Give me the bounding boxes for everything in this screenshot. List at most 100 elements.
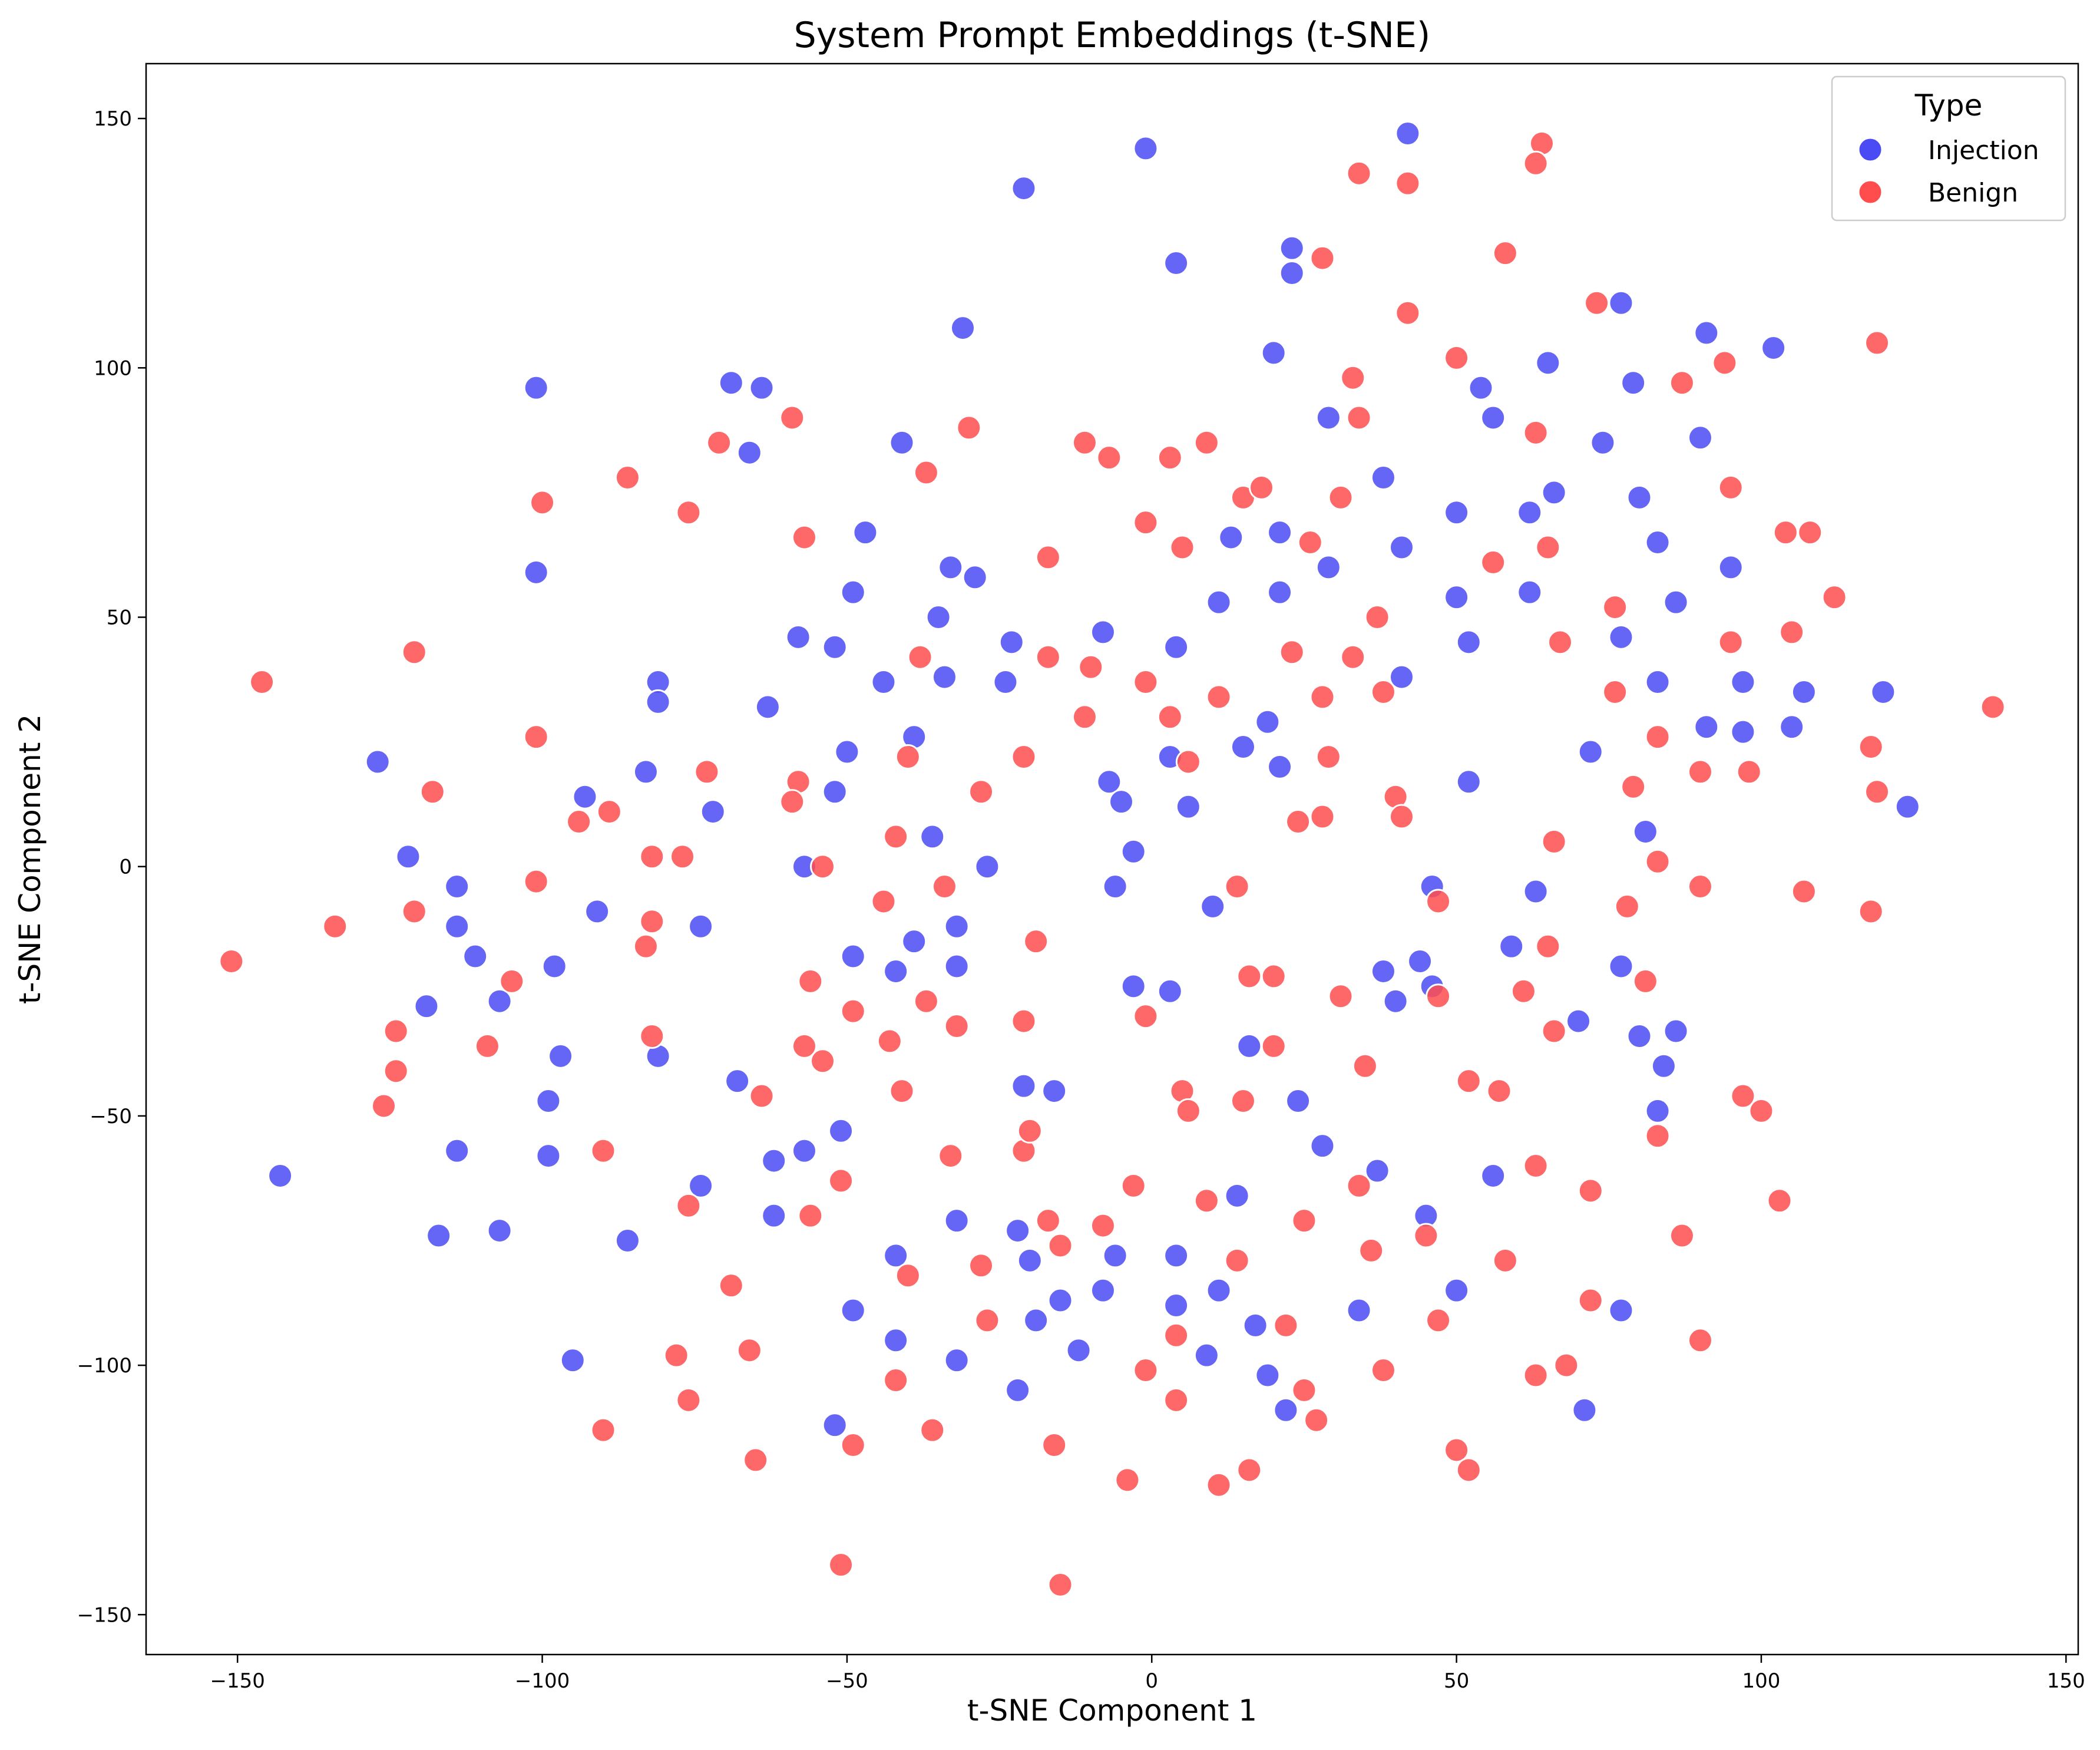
benign-point — [383, 1058, 409, 1084]
injection-point — [1761, 335, 1787, 361]
benign-point — [828, 1168, 854, 1194]
benign-point — [249, 669, 275, 695]
benign-point — [877, 1028, 902, 1054]
injection-point — [1120, 838, 1146, 864]
benign-point — [401, 899, 427, 924]
injection-point — [1041, 1078, 1067, 1104]
injection-point — [1005, 1377, 1031, 1403]
legend-marker-injection — [1857, 137, 1883, 163]
benign-point — [1346, 405, 1372, 431]
benign-point — [913, 988, 939, 1014]
injection-point — [523, 559, 549, 585]
benign-point — [1261, 963, 1287, 989]
benign-point — [1328, 484, 1354, 510]
benign-point — [322, 913, 348, 939]
benign-point — [895, 744, 921, 770]
benign-point — [1328, 983, 1354, 1009]
benign-point — [1261, 1033, 1287, 1059]
injection-point — [1267, 520, 1293, 546]
benign-point — [1779, 619, 1805, 645]
injection-point — [1456, 629, 1481, 655]
benign-point — [1309, 245, 1335, 271]
benign-point — [1206, 684, 1232, 710]
injection-point — [1242, 1312, 1268, 1338]
injection-point — [523, 375, 549, 401]
benign-point — [566, 809, 592, 835]
injection-point — [426, 1223, 452, 1249]
x-tick-label: −100 — [515, 1669, 570, 1693]
injection-point — [1163, 1243, 1189, 1269]
injection-point — [1407, 949, 1433, 975]
benign-point — [1767, 1188, 1793, 1214]
benign-point — [1584, 290, 1610, 316]
injection-point — [889, 430, 915, 455]
benign-point — [1133, 1358, 1159, 1384]
injection-point — [883, 1243, 909, 1269]
injection-point — [993, 669, 1018, 695]
benign-point — [1163, 1322, 1189, 1348]
benign-point — [1444, 1437, 1470, 1463]
benign-point — [1492, 1247, 1518, 1273]
injection-point — [1718, 554, 1744, 580]
injection-point — [1309, 1133, 1335, 1159]
injection-point — [1023, 1307, 1049, 1333]
injection-point — [1109, 789, 1135, 815]
injection-point — [755, 694, 781, 720]
injection-point — [541, 953, 567, 979]
benign-point — [1047, 1572, 1073, 1598]
injection-point — [645, 689, 671, 715]
benign-point — [1370, 1358, 1396, 1384]
injection-point — [718, 370, 744, 396]
benign-point — [1193, 1188, 1219, 1214]
injection-point — [944, 953, 970, 979]
benign-point — [1730, 1083, 1756, 1109]
injection-point — [1261, 340, 1287, 366]
benign-point — [913, 460, 939, 486]
y-axis: −150 −100 −50 0 50 100 150 — [77, 107, 146, 1627]
benign-point — [1632, 968, 1658, 994]
benign-point — [791, 524, 817, 550]
benign-point — [1157, 704, 1183, 730]
benign-point — [676, 500, 702, 526]
injection-point — [535, 1088, 561, 1114]
injection-point — [1444, 585, 1470, 610]
injection-point — [1206, 589, 1232, 615]
injection-point — [1694, 714, 1719, 740]
injection-point — [1206, 1277, 1232, 1303]
injection-point — [1645, 530, 1671, 556]
benign-point — [1175, 749, 1201, 775]
benign-point — [219, 949, 244, 975]
benign-point — [1486, 1078, 1512, 1104]
injection-point — [1517, 579, 1543, 605]
benign-point — [810, 1048, 836, 1074]
benign-point — [1718, 474, 1744, 500]
benign-point — [639, 909, 665, 935]
injection-point — [1279, 235, 1305, 261]
benign-point — [371, 1093, 397, 1119]
benign-point — [1541, 828, 1567, 854]
injection-point — [1236, 1033, 1262, 1059]
benign-point — [1309, 684, 1335, 710]
injection-point — [761, 1148, 787, 1174]
injection-point — [1632, 818, 1658, 844]
benign-point — [1236, 1457, 1262, 1483]
benign-point — [736, 1338, 762, 1363]
injection-point — [584, 899, 610, 924]
injection-point — [462, 943, 488, 969]
benign-point — [828, 1552, 854, 1578]
benign-point — [1547, 629, 1573, 655]
benign-point — [791, 1033, 817, 1059]
benign-point — [883, 1367, 909, 1393]
injection-point — [1663, 589, 1689, 615]
benign-point — [694, 759, 720, 785]
y-tick-label: −150 — [77, 1603, 132, 1627]
x-tick-label: 150 — [2047, 1669, 2085, 1693]
benign-point — [1352, 1053, 1378, 1079]
injection-point — [950, 315, 975, 341]
benign-point — [676, 1387, 702, 1413]
injection-point — [1383, 988, 1408, 1014]
benign-point — [810, 854, 836, 880]
benign-point — [1736, 759, 1762, 785]
